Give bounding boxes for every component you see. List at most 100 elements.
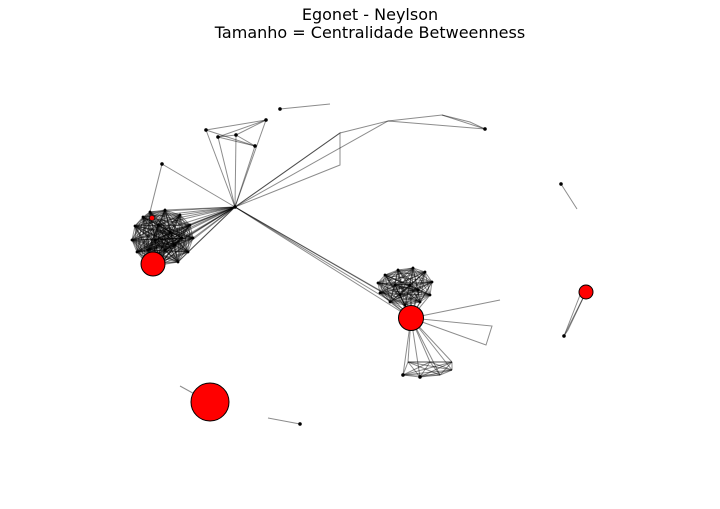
edge-top-path: [234, 120, 389, 208]
edge-right-cluster: [377, 267, 414, 284]
cluster-node: [423, 270, 427, 274]
edge-left-cluster: [134, 225, 138, 253]
edge-left-to-hub: [187, 206, 236, 253]
edge-hub-right: [234, 206, 393, 299]
edge-left-cluster: [164, 209, 179, 263]
edge-left-cluster: [136, 249, 149, 253]
edge-left-cluster: [174, 244, 179, 263]
edge-right-cluster: [379, 274, 386, 294]
edge-left-cluster: [142, 216, 189, 253]
edge-left-to-hub: [154, 206, 236, 241]
edge-left-cluster: [136, 249, 166, 253]
cluster-node: [378, 291, 382, 295]
edge-left-cluster: [164, 209, 171, 233]
edge-bottom-cluster: [419, 374, 441, 378]
edge-left-cluster: [136, 224, 191, 253]
cluster-node: [403, 303, 407, 307]
edge-right-cluster: [397, 269, 431, 296]
edge: [234, 145, 256, 208]
edge-right-cluster: [399, 294, 421, 303]
cluster-node: [178, 213, 182, 217]
edge-left-cluster: [134, 225, 189, 253]
edge-left-cluster: [136, 214, 181, 253]
edge-left-cluster: [181, 237, 189, 253]
edge-left-cluster: [164, 244, 176, 251]
edge-right-cluster: [384, 271, 426, 276]
edge-left-cluster: [187, 237, 194, 253]
cluster-node: [376, 281, 380, 285]
small-node: [298, 422, 302, 426]
edge-left-cluster: [142, 216, 156, 241]
edge-right-cluster: [399, 284, 411, 296]
edge-bottom-cluster: [429, 361, 453, 371]
edge-bottom-cluster: [402, 361, 431, 376]
edge-right-cluster: [389, 301, 406, 306]
edge-right-cluster: [404, 301, 421, 306]
edge-left-to-hub: [142, 206, 236, 218]
edge-left-cluster: [164, 209, 181, 216]
cluster-node: [163, 208, 167, 212]
edge-right-cluster: [377, 269, 399, 284]
edge-right-cluster: [394, 284, 431, 296]
edge-left-cluster: [147, 214, 181, 251]
edge-right-cluster: [379, 271, 426, 294]
edge-left-cluster: [131, 239, 149, 251]
cluster-node: [398, 293, 402, 297]
edge-right-cluster: [417, 289, 421, 303]
small-node: [483, 127, 487, 131]
edge-left-cluster: [142, 216, 183, 239]
edge-right-cluster: [412, 267, 433, 283]
edge-left-cluster: [147, 237, 194, 251]
edge-left-cluster: [179, 214, 183, 239]
edge-right-cluster: [404, 271, 426, 306]
small-node: [562, 334, 566, 338]
edge-left-cluster: [164, 249, 189, 253]
edge-right-cluster: [409, 267, 414, 286]
edge-left-cluster: [142, 216, 176, 246]
edge-left-cluster: [134, 225, 156, 241]
edge-left-cluster: [149, 211, 171, 233]
edge-left-cluster: [136, 216, 144, 253]
cluster-node: [148, 210, 152, 214]
edge-right-cluster: [397, 269, 433, 283]
edge-left-cluster: [164, 209, 183, 239]
edge-left-cluster: [159, 237, 194, 266]
cluster-node: [418, 300, 422, 304]
edge-left-cluster: [157, 224, 189, 253]
cluster-node: [428, 293, 432, 297]
edge-left-cluster: [131, 224, 191, 241]
edge-bottom-cluster: [439, 369, 453, 376]
edge-right-cluster: [417, 289, 431, 296]
edge-left-cluster: [131, 209, 166, 241]
edge-left-cluster: [131, 239, 176, 246]
edge-left-cluster: [134, 225, 183, 239]
edge-left-cluster: [157, 224, 179, 263]
cluster-node: [135, 250, 139, 254]
edge-right-cluster: [394, 267, 414, 286]
edge-left-cluster: [142, 216, 166, 251]
edge-right-cluster: [397, 269, 401, 296]
edge-left-cluster: [142, 214, 181, 218]
edge-right-cluster: [397, 269, 411, 286]
edge-right-cluster: [384, 274, 401, 296]
edge: [234, 134, 237, 208]
edge-right-cluster: [377, 281, 433, 284]
edge-left-cluster: [131, 214, 181, 241]
edge: [205, 119, 267, 131]
edge-left-cluster: [149, 211, 183, 239]
edge-right-cluster: [429, 281, 433, 296]
small-node: [418, 375, 422, 379]
edge-left-cluster: [174, 244, 189, 253]
node-large-left: [140, 251, 166, 277]
edge-left-cluster: [157, 224, 194, 239]
edge-bottom-cluster: [407, 361, 421, 378]
edge-left-cluster: [164, 209, 191, 226]
edge-left-cluster: [131, 239, 189, 253]
edge-right-cluster: [384, 269, 399, 276]
edge-right-cluster: [377, 282, 419, 291]
small-node: [233, 205, 237, 209]
edge-left-cluster: [147, 244, 176, 251]
edge-left-cluster: [157, 224, 171, 233]
edge-left-cluster: [149, 211, 191, 226]
edge-left-to-hub: [157, 206, 236, 226]
